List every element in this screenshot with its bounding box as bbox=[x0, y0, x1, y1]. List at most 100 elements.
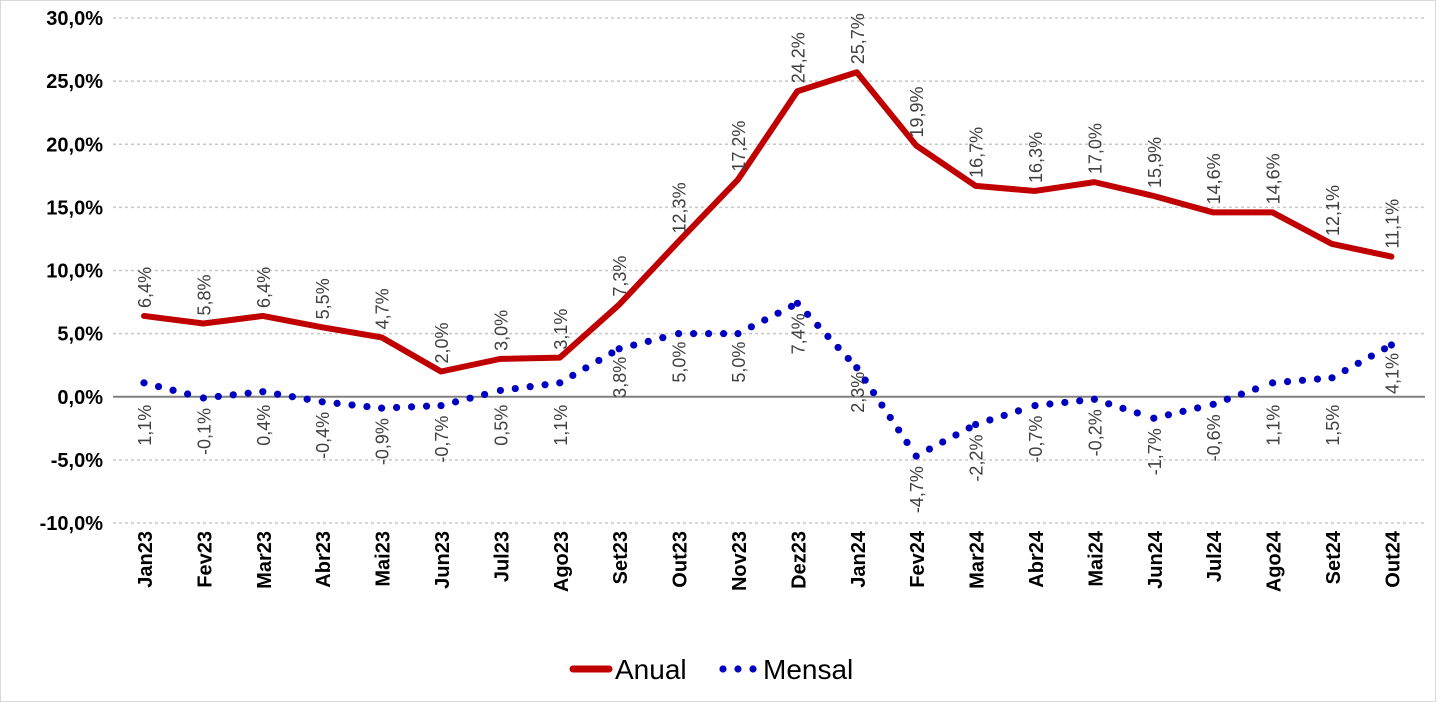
x-tick-label: Ago23 bbox=[551, 531, 573, 592]
data-label: 19,9% bbox=[907, 86, 927, 137]
data-label: 17,0% bbox=[1085, 123, 1105, 174]
data-label: 16,7% bbox=[967, 127, 987, 178]
mensal-line-dot bbox=[1283, 377, 1292, 386]
mensal-point bbox=[140, 379, 148, 387]
x-axis-tick-labels: Jan23 Fev23 Mar23 Abr23 Mai23 Jun23 Jul23 Ago23… bbox=[135, 530, 1404, 592]
x-tick-label: Fev23 bbox=[194, 531, 216, 588]
y-tick-label: 25,0% bbox=[46, 71, 103, 93]
mensal-line-dot bbox=[1223, 395, 1231, 403]
mensal-line-dot bbox=[803, 310, 812, 318]
mensal-point bbox=[1150, 414, 1158, 422]
mensal-line-dot bbox=[1000, 411, 1008, 420]
mensal-line-dot bbox=[1298, 376, 1307, 384]
mensal-line-dot bbox=[1046, 400, 1054, 408]
mensal-line-dot bbox=[466, 394, 474, 402]
mensal-line-dot bbox=[824, 332, 832, 341]
x-tick-label: Jul23 bbox=[491, 531, 513, 582]
mensal-point bbox=[496, 386, 504, 395]
mensal-line-dot bbox=[690, 330, 698, 338]
data-label: 12,3% bbox=[670, 182, 690, 233]
data-label: -0,6% bbox=[1204, 414, 1224, 461]
data-label: 2,3% bbox=[848, 372, 868, 413]
mensal-point bbox=[675, 330, 683, 338]
data-label: -0,7% bbox=[1026, 416, 1046, 463]
mensal-line-dot bbox=[303, 395, 311, 403]
mensal-line-dot bbox=[608, 349, 616, 357]
data-labels: 6,4% 5,8% 6,4% 5,5% 4,7% 2,0% 3,0% 3,1% 7,3% 12,3… bbox=[135, 13, 1402, 513]
mensal-line-dot bbox=[1014, 407, 1023, 415]
mensal-line-dot bbox=[1194, 404, 1202, 412]
series-line-anual bbox=[141, 69, 1395, 375]
mensal-line-dot bbox=[569, 371, 577, 379]
data-label: 12,1% bbox=[1323, 185, 1343, 236]
mensal-line-dot bbox=[761, 316, 769, 324]
mensal-line-dot bbox=[1076, 397, 1084, 405]
data-label: -0,2% bbox=[1085, 409, 1105, 456]
mensal-line-dot bbox=[814, 321, 822, 329]
x-tick-label: Mar24 bbox=[967, 530, 989, 589]
data-label: 7,4% bbox=[788, 313, 808, 354]
mensal-line-dot bbox=[886, 413, 894, 422]
mensal-line-dot bbox=[1179, 407, 1187, 415]
x-tick-label: Set24 bbox=[1323, 530, 1345, 584]
data-label: 4,7% bbox=[373, 288, 393, 329]
mensal-line-dot bbox=[214, 392, 222, 401]
mensal-line-dot bbox=[925, 445, 934, 453]
mensal-line-dot bbox=[407, 403, 416, 411]
mensal-line-dot bbox=[526, 383, 534, 391]
data-label: 6,4% bbox=[254, 267, 274, 308]
legend-swatch-mensal-dot bbox=[749, 665, 757, 673]
legend-label-mensal: Mensal bbox=[763, 654, 853, 685]
data-label: 6,4% bbox=[135, 267, 155, 308]
mensal-line-dot bbox=[895, 426, 903, 434]
data-label: 25,7% bbox=[848, 13, 868, 64]
mensal-point bbox=[972, 420, 980, 429]
x-tick-label: Mar23 bbox=[254, 531, 276, 589]
mensal-line-dot bbox=[659, 334, 667, 342]
mensal-line-dot bbox=[1251, 385, 1260, 393]
mensal-line-dot bbox=[1341, 366, 1349, 375]
mensal-line-dot bbox=[582, 364, 590, 372]
x-tick-label: Fev24 bbox=[907, 530, 929, 588]
mensal-line-dot bbox=[392, 403, 401, 412]
mensal-point bbox=[793, 299, 802, 307]
mensal-point bbox=[1387, 341, 1395, 349]
data-label: -0,7% bbox=[432, 416, 452, 463]
data-label: 2,0% bbox=[432, 322, 452, 363]
mensal-line-dot bbox=[511, 384, 519, 393]
mensal-point bbox=[1269, 379, 1277, 387]
mensal-point bbox=[318, 398, 326, 406]
mensal-line-dot bbox=[986, 416, 994, 424]
mensal-line-dot bbox=[903, 438, 911, 447]
y-tick-label: 0,0% bbox=[57, 387, 103, 409]
y-tick-label: 10,0% bbox=[46, 261, 103, 283]
data-label: 17,2% bbox=[729, 121, 749, 172]
mensal-line-dot bbox=[154, 382, 163, 391]
mensal-line-dot bbox=[1380, 345, 1389, 353]
mensal-line-dot bbox=[273, 390, 282, 398]
mensal-line-dot bbox=[1119, 404, 1127, 412]
mensal-line-dot bbox=[644, 337, 652, 345]
data-label: 5,5% bbox=[313, 278, 333, 319]
mensal-line-dot bbox=[774, 309, 782, 317]
mensal-line-dot bbox=[861, 376, 869, 384]
mensal-point bbox=[1031, 401, 1039, 410]
x-tick-label: Out23 bbox=[670, 531, 692, 588]
mensal-line-dot bbox=[747, 323, 755, 331]
data-label: 16,3% bbox=[1026, 132, 1046, 183]
mensal-line-dot bbox=[595, 356, 603, 365]
mensal-line-dot bbox=[1061, 398, 1069, 407]
data-label: 5,8% bbox=[194, 274, 214, 315]
data-label: -1,7% bbox=[1145, 428, 1165, 475]
data-label: 4,1% bbox=[1382, 353, 1402, 394]
y-tick-label: 15,0% bbox=[46, 197, 103, 219]
mensal-point bbox=[912, 452, 920, 460]
data-label: 5,0% bbox=[670, 342, 690, 383]
data-label: 14,6% bbox=[1204, 153, 1224, 204]
mensal-line-dot bbox=[878, 401, 886, 409]
x-tick-label: Jan24 bbox=[848, 530, 870, 588]
x-tick-label: Ago24 bbox=[1264, 530, 1286, 592]
grid-lines bbox=[113, 17, 1425, 524]
data-label: 1,5% bbox=[1323, 405, 1343, 446]
